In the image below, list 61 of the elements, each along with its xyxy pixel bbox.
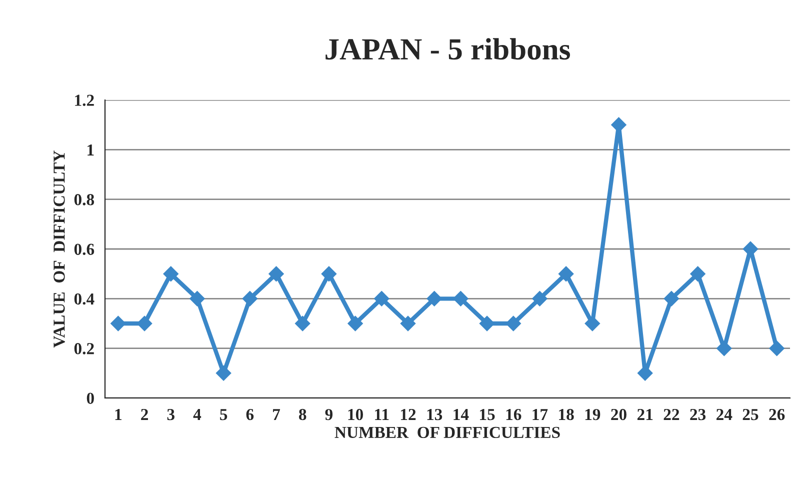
point <box>611 117 626 132</box>
point <box>638 366 653 381</box>
point <box>136 316 152 332</box>
point <box>690 266 706 282</box>
point <box>242 291 258 306</box>
x-tick-label: 6 <box>246 408 254 420</box>
x-tick-label: 22 <box>664 408 680 420</box>
point <box>268 266 284 282</box>
point <box>769 340 784 356</box>
x-tick-label: 2 <box>141 408 148 420</box>
point <box>163 266 178 282</box>
x-tick-label: 8 <box>298 408 306 420</box>
x-tick-label: 9 <box>325 408 333 420</box>
x-tick-label: 19 <box>585 408 600 420</box>
point <box>295 316 310 332</box>
point <box>558 266 574 282</box>
x-tick-label: 18 <box>559 408 574 420</box>
point <box>584 316 600 332</box>
y-tick-label: 0.4 <box>74 293 94 305</box>
x-tick-label: 15 <box>480 408 495 420</box>
y-tick-label: 0.2 <box>74 343 94 354</box>
x-axis-title: NUMBER OF DIFFICULTIES <box>334 426 560 438</box>
point <box>348 316 363 332</box>
x-tick-label: 10 <box>348 408 363 420</box>
x-tick-label: 3 <box>167 408 174 420</box>
y-tick-label: 1 <box>88 144 94 156</box>
chart-title: JAPAN - 5 ribbons <box>326 38 570 60</box>
x-tick-label: 23 <box>690 408 706 420</box>
y-tick-label: 0.8 <box>74 194 94 206</box>
point <box>374 291 390 306</box>
point <box>453 291 468 306</box>
y-tick-label: 0.6 <box>74 244 94 256</box>
x-tick-label: 16 <box>506 408 522 420</box>
x-tick-label: 14 <box>454 408 469 420</box>
point <box>190 291 205 306</box>
point <box>716 340 732 356</box>
x-tick-label: 1 <box>115 408 122 420</box>
x-tick-label: 4 <box>193 409 202 420</box>
x-tick-label: 20 <box>611 408 626 420</box>
point <box>532 291 548 306</box>
x-tick-label: 17 <box>532 408 548 420</box>
x-tick-label: 24 <box>716 408 732 420</box>
point <box>400 316 416 332</box>
point <box>321 266 337 282</box>
x-tick-label: 7 <box>273 409 280 420</box>
x-tick-label: 11 <box>375 408 389 420</box>
point <box>664 291 680 306</box>
x-tick-label: 12 <box>400 408 416 420</box>
point <box>216 366 232 381</box>
point <box>110 316 126 332</box>
y-tick-label: 0 <box>86 392 94 404</box>
x-tick-label: 26 <box>769 408 785 420</box>
x-tick-label: 25 <box>742 408 758 420</box>
x-tick-label: 21 <box>637 408 653 420</box>
y-axis-title: VALUE OF DIFFICULTY <box>54 150 65 348</box>
point <box>426 291 442 306</box>
x-tick-label: 13 <box>427 408 442 420</box>
y-tick-label: 1.2 <box>75 94 94 106</box>
point <box>506 316 521 332</box>
point <box>479 316 495 332</box>
x-tick-label: 5 <box>220 409 228 420</box>
